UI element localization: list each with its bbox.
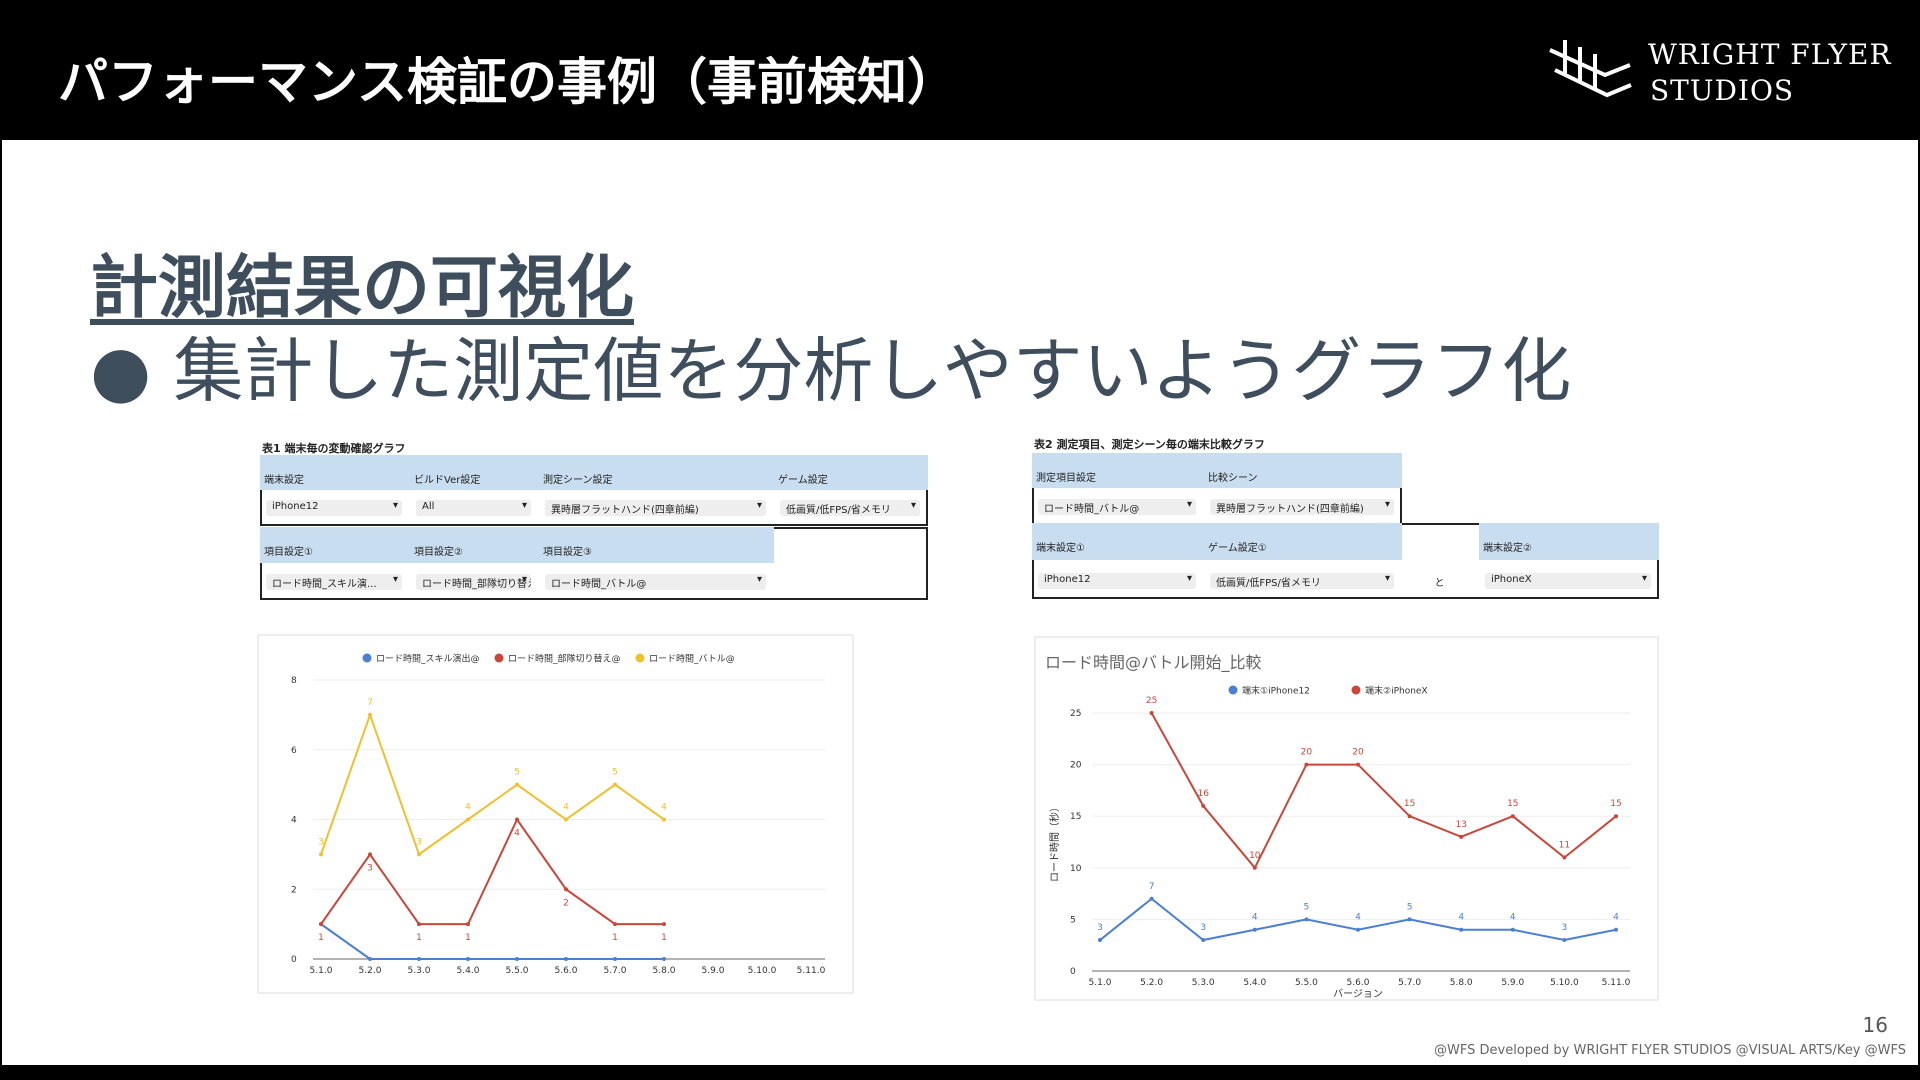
- logo-text: WRIGHT FLYER: [1648, 38, 1892, 71]
- dropdown: ロード時間_部隊切り替え@: [416, 574, 531, 590]
- logo-icon: [1549, 40, 1632, 98]
- bullet-text: 集計した測定値を分析しやすいようグラフ化: [173, 330, 1572, 412]
- table-cell: 端末設定 iPhone12: [260, 455, 410, 524]
- table-cell: ビルドVer設定 All: [410, 455, 539, 524]
- cell-label: ゲーム設定①: [1204, 523, 1402, 560]
- table-cell: 端末設定② iPhoneX: [1479, 523, 1659, 597]
- cell-label: 端末設定: [260, 455, 410, 490]
- dropdown: ロード時間_バトル@: [1038, 499, 1196, 515]
- cell-label: 測定シーン設定: [539, 455, 774, 490]
- dropdown: 異時層フラットハンド(四章前編): [1210, 499, 1394, 515]
- cell-label: 項目設定①: [260, 527, 410, 563]
- dropdown: iPhone12: [266, 500, 402, 516]
- page-number: 16: [1862, 1013, 1888, 1037]
- dropdown: 低画質/低FPS/省メモリ: [780, 500, 920, 516]
- dropdown: iPhoneX: [1485, 573, 1651, 589]
- dropdown: ロード時間_スキル演...: [266, 574, 402, 590]
- table-cell: 端末設定① iPhone12: [1032, 523, 1204, 597]
- table-caption: 表2 測定項目、測定シーン毎の端末比較グラフ: [1034, 438, 1265, 451]
- heading: 計測結果の可視化: [90, 249, 635, 328]
- cell-label: 項目設定②: [410, 527, 539, 563]
- table-cell: 項目設定① ロード時間_スキル演...: [260, 527, 410, 598]
- footer: @WFS Developed by WRIGHT FLYER STUDIOS @…: [1434, 1043, 1906, 1058]
- dropdown: All: [416, 500, 531, 516]
- table-cell: ゲーム設定低画質/低FPS/省メモリ: [774, 455, 928, 524]
- dropdown: 低画質/低FPS/省メモリ: [1210, 573, 1394, 589]
- cell-label: 端末設定①: [1032, 523, 1204, 560]
- header-title: パフォーマンス検証の事例（事前検知）: [58, 53, 957, 111]
- table-cell: 測定シーン設定異時層フラットハンド(四章前編): [539, 455, 774, 524]
- table-cell: 項目設定③ ロード時間_バトル@: [539, 527, 774, 598]
- dropdown: と: [1434, 578, 1445, 589]
- cell-label: 比較シーン: [1204, 453, 1402, 488]
- table-cell: 比較シーン異時層フラットハンド(四章前編): [1204, 453, 1402, 523]
- table-cell: ゲーム設定① 低画質/低FPS/省メモリ: [1204, 523, 1402, 597]
- cell-label: ゲーム設定: [774, 455, 928, 490]
- table-cell: 項目設定② ロード時間_部隊切り替え@: [410, 527, 539, 598]
- table-cell: 測定項目設定ロード時間_バトル@: [1032, 453, 1204, 523]
- cell-label: ビルドVer設定: [410, 455, 539, 490]
- cell-label: 測定項目設定: [1032, 453, 1204, 488]
- dropdown: 異時層フラットハンド(四章前編): [545, 500, 766, 516]
- bullet: ● 集計した測定値を分析しやすいようグラフ化: [90, 330, 1572, 412]
- table-caption: 表1 端末毎の変動確認グラフ: [262, 442, 406, 455]
- logo-text: STUDIOS: [1650, 74, 1795, 107]
- header: パフォーマンス検証の事例（事前検知） WRIGHT FLYER STUDIOS: [0, 0, 1920, 137]
- table-cell: と: [1402, 523, 1479, 597]
- cell-label: 項目設定③: [539, 527, 774, 563]
- dropdown: ロード時間_バトル@: [545, 574, 766, 590]
- cell-label: 端末設定②: [1479, 523, 1659, 560]
- content: 計測結果の可視化 ● 集計した測定値を分析しやすいようグラフ化 16 @WFS …: [2, 140, 1918, 1065]
- dropdown: iPhone12: [1038, 573, 1196, 589]
